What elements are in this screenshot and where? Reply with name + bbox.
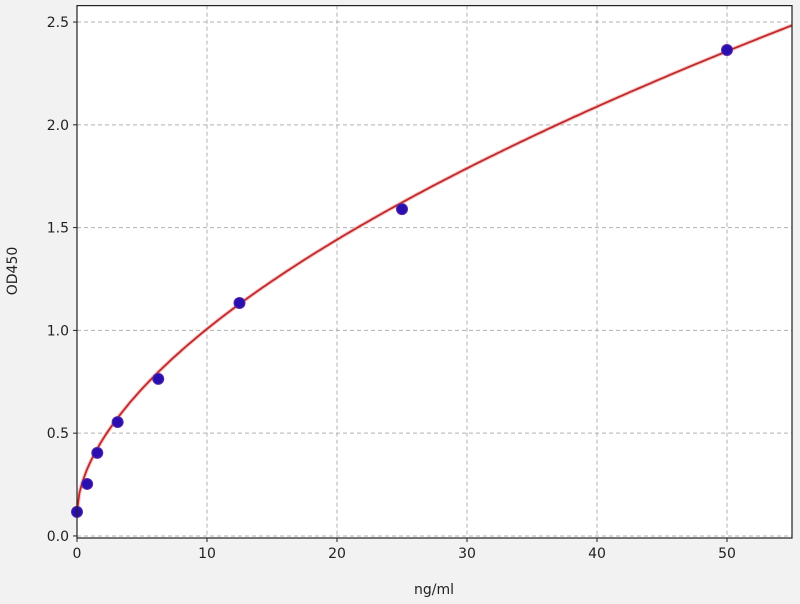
x-tick-label: 20 — [328, 546, 346, 562]
data-point — [721, 44, 733, 57]
plot-area — [77, 5, 792, 539]
data-point — [91, 446, 104, 459]
grid — [76, 5, 792, 538]
data-point — [152, 372, 165, 385]
x-axis-label: ng/ml — [414, 582, 454, 598]
y-tick-label: 1.5 — [47, 221, 69, 237]
fit-curve — [76, 24, 793, 512]
y-tick-label: 2.0 — [47, 118, 69, 134]
x-tick-label: 30 — [458, 546, 476, 562]
plot-frame — [76, 4, 793, 539]
y-tick-label: 0.5 — [47, 426, 69, 442]
data-point — [111, 416, 124, 429]
y-tick-label: 0.0 — [47, 529, 69, 545]
fit-curve-group — [75, 23, 793, 512]
x-tick-label: 10 — [198, 546, 216, 562]
ticks: 0 10 20 30 40 50 0.0 0.5 1.0 1.5 2.0 2.5 — [47, 15, 736, 562]
x-tick-label: 50 — [718, 546, 736, 562]
y-axis-label: OD450 — [5, 247, 21, 296]
x-tick-label: 0 — [73, 546, 82, 562]
data-point — [233, 297, 246, 310]
x-tick-label: 40 — [588, 546, 606, 562]
data-points — [71, 44, 733, 518]
y-tick-label: 1.0 — [47, 323, 69, 339]
data-point — [81, 477, 94, 490]
y-tick-label: 2.5 — [47, 15, 69, 31]
data-point — [396, 203, 408, 216]
